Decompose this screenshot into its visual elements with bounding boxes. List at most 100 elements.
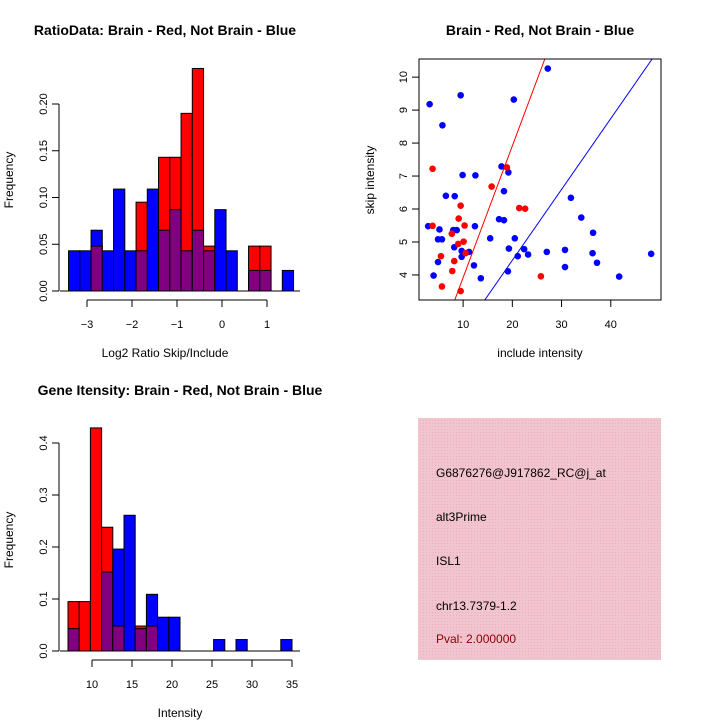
overlap-bar bbox=[101, 571, 114, 652]
data-point bbox=[460, 238, 467, 245]
x-tick-label: 30 bbox=[555, 319, 567, 331]
y-tick-label: 0.0 bbox=[38, 643, 50, 658]
y-tick-label: 0.1 bbox=[38, 591, 50, 606]
histogram-bar bbox=[146, 188, 160, 292]
x-axis-label: include intensity bbox=[497, 346, 582, 360]
data-point bbox=[453, 226, 461, 234]
data-point bbox=[461, 222, 468, 229]
histogram-bar bbox=[78, 601, 91, 652]
y-axis-label: Frequency bbox=[2, 512, 16, 569]
data-point bbox=[436, 226, 443, 233]
data-point bbox=[448, 230, 456, 238]
data-point bbox=[437, 252, 445, 260]
y-tick-label: 0.4 bbox=[38, 435, 50, 450]
overlap-bar bbox=[180, 250, 193, 292]
data-point bbox=[454, 240, 462, 248]
overlap-bar bbox=[169, 209, 182, 292]
data-point bbox=[457, 202, 464, 210]
overlap-bar bbox=[67, 628, 80, 652]
data-point bbox=[472, 172, 479, 179]
data-point bbox=[438, 236, 446, 243]
data-point bbox=[510, 96, 518, 103]
data-point bbox=[439, 121, 446, 129]
overlap-bar bbox=[134, 628, 147, 652]
y-tick-label: 0.00 bbox=[38, 280, 50, 301]
x-tick-label: 20 bbox=[166, 679, 178, 691]
data-point bbox=[438, 283, 446, 290]
x-tick-label: −3 bbox=[81, 319, 94, 331]
histogram-bar bbox=[113, 188, 126, 292]
chart-title: Gene Itensity: Brain - Red, Not Brain - … bbox=[38, 382, 323, 398]
chart-title: Brain - Red, Not Brain - Blue bbox=[446, 22, 634, 38]
probe-id: G6876276@J917862_RC@j_at bbox=[436, 466, 606, 480]
data-point bbox=[459, 171, 466, 179]
pval-text: Pval: 2.000000 bbox=[436, 632, 516, 646]
data-point bbox=[503, 164, 511, 171]
data-point bbox=[567, 194, 575, 202]
histogram-bar bbox=[123, 514, 136, 652]
overlap-bar bbox=[248, 269, 261, 292]
data-point bbox=[647, 250, 655, 258]
data-point bbox=[511, 235, 519, 242]
x-tick-label: −1 bbox=[171, 319, 184, 331]
overlap-bar bbox=[145, 625, 159, 652]
chart-title: RatioData: Brain - Red, Not Brain - Blue bbox=[34, 22, 296, 38]
histogram-bar bbox=[280, 639, 293, 652]
x-tick-label: 0 bbox=[219, 319, 225, 331]
chromosome-location: chr13.7379-1.2 bbox=[436, 599, 517, 613]
histogram-bar bbox=[79, 250, 92, 292]
x-tick-label: 20 bbox=[506, 319, 518, 331]
data-point bbox=[504, 268, 512, 275]
data-point bbox=[457, 91, 464, 99]
histogram-bar bbox=[235, 639, 248, 652]
x-tick-label: 15 bbox=[126, 679, 138, 691]
y-tick-label: 0.2 bbox=[38, 539, 50, 554]
data-point bbox=[615, 273, 623, 280]
data-point bbox=[500, 216, 508, 224]
event-type: alt3Prime bbox=[436, 510, 487, 524]
data-point bbox=[488, 183, 495, 190]
data-point bbox=[486, 235, 494, 242]
data-point bbox=[543, 248, 551, 256]
overlap-bar bbox=[259, 269, 272, 292]
y-tick-label: 0.20 bbox=[38, 93, 50, 114]
y-tick-label: 0.05 bbox=[38, 234, 50, 255]
overlap-bar bbox=[158, 229, 171, 292]
data-point bbox=[514, 252, 522, 260]
y-tick-label: 0.15 bbox=[38, 140, 50, 161]
data-point bbox=[515, 204, 523, 212]
gene-name: ISL1 bbox=[436, 554, 461, 568]
data-point bbox=[593, 259, 601, 267]
x-axis-label: Log2 Ratio Skip/Include bbox=[102, 346, 229, 360]
data-point bbox=[495, 215, 503, 223]
y-axis-label: skip intensity bbox=[363, 146, 377, 215]
plot-frame bbox=[418, 58, 662, 301]
data-point bbox=[521, 205, 529, 212]
data-point bbox=[462, 249, 469, 257]
y-tick-label: 0.10 bbox=[38, 187, 50, 208]
data-point bbox=[505, 245, 513, 252]
data-point bbox=[470, 262, 478, 269]
overlap-bar bbox=[135, 250, 148, 292]
x-tick-label: 30 bbox=[246, 679, 258, 691]
x-tick-label: 40 bbox=[605, 319, 617, 331]
x-tick-label: 10 bbox=[86, 679, 98, 691]
fit-line bbox=[454, 59, 546, 300]
histogram-bar bbox=[214, 209, 227, 292]
y-tick-label: 10 bbox=[398, 71, 410, 83]
data-point bbox=[429, 165, 436, 173]
histogram-bar bbox=[213, 639, 226, 652]
x-tick-label: 10 bbox=[457, 319, 469, 331]
data-point bbox=[429, 222, 436, 230]
data-point bbox=[544, 65, 552, 72]
data-point bbox=[434, 258, 442, 266]
data-point bbox=[561, 246, 569, 254]
data-point bbox=[442, 192, 450, 200]
info-panel-background bbox=[418, 418, 661, 660]
info-panel: G6876276@J917862_RC@j_at alt3Prime ISL1 … bbox=[418, 418, 661, 660]
data-point bbox=[498, 163, 505, 170]
overlap-bar bbox=[112, 625, 125, 652]
fit-line bbox=[484, 59, 653, 300]
data-point bbox=[450, 257, 458, 265]
